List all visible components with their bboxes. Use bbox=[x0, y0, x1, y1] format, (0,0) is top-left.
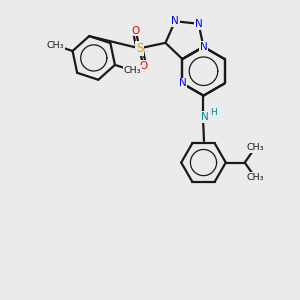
Text: O: O bbox=[139, 61, 147, 71]
Text: N: N bbox=[200, 42, 207, 52]
Text: N: N bbox=[195, 19, 203, 29]
Text: O: O bbox=[132, 26, 140, 35]
Text: H: H bbox=[210, 109, 216, 118]
Text: N: N bbox=[178, 78, 186, 88]
Text: N: N bbox=[171, 16, 179, 26]
Text: N: N bbox=[200, 42, 207, 52]
Text: CH₃: CH₃ bbox=[246, 173, 264, 182]
Text: N: N bbox=[201, 112, 209, 122]
Text: CH₃: CH₃ bbox=[46, 41, 64, 50]
Text: CH₃: CH₃ bbox=[246, 143, 264, 152]
Text: CH₃: CH₃ bbox=[124, 66, 141, 75]
Text: S: S bbox=[136, 42, 143, 55]
